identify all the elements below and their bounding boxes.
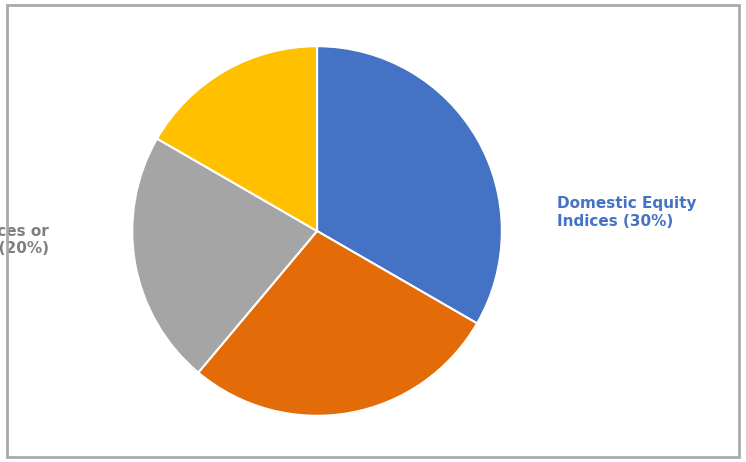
Text: Domestic Equity
Indices (30%): Domestic Equity Indices (30%) (557, 196, 697, 229)
Wedge shape (157, 46, 317, 231)
Text: Bond Indices or
Cash (20%): Bond Indices or Cash (20%) (0, 224, 49, 256)
Wedge shape (317, 46, 502, 323)
Wedge shape (132, 139, 317, 372)
Wedge shape (198, 231, 477, 416)
